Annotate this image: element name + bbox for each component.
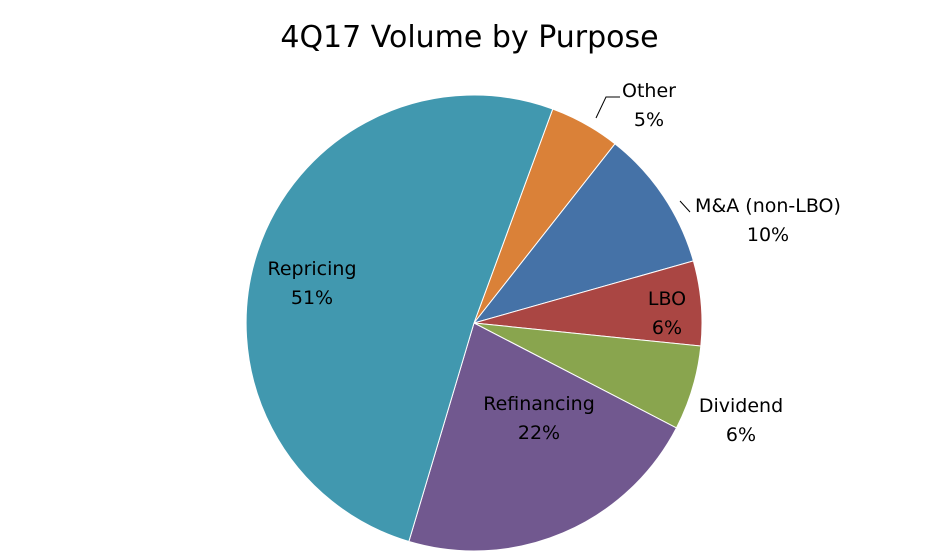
data-labels-layer: Other 5% M&A (non-LBO) 10% LBO 6% Dividend 6% Re…	[267, 80, 840, 446]
leader-lines-layer	[595, 96, 691, 213]
data-label-category: Repricing	[267, 258, 356, 280]
data-label-percent: 5%	[634, 109, 664, 131]
slices-layer	[245, 94, 703, 552]
leader-line-other	[595, 96, 620, 119]
data-label-lbo: LBO 6%	[648, 288, 686, 339]
data-label-category: Refinancing	[483, 393, 595, 415]
data-label-refinancing: Refinancing 22%	[483, 393, 595, 444]
data-label-percent: 10%	[747, 224, 789, 246]
chart-title: 4Q17 Volume by Purpose	[280, 20, 659, 55]
pie-slice-m-a-non-lbo	[472, 143, 695, 324]
data-label-category: Dividend	[699, 395, 783, 417]
data-label-percent: 6%	[726, 424, 756, 446]
pie-slice-repricing	[245, 94, 554, 543]
data-label-other: Other 5%	[622, 80, 676, 131]
data-label-repricing: Repricing 51%	[267, 258, 356, 309]
data-label-m-a-non-lbo: M&A (non-LBO) 10%	[695, 195, 841, 246]
data-label-category: Other	[622, 80, 676, 102]
leader-line-m-a-non-lbo	[679, 200, 691, 213]
data-label-category: M&A (non-LBO)	[695, 195, 841, 217]
data-label-percent: 22%	[518, 422, 560, 444]
data-label-dividend: Dividend 6%	[699, 395, 783, 446]
data-label-percent: 51%	[291, 287, 333, 309]
pie-slice-refinancing	[408, 322, 678, 552]
data-label-category: LBO	[648, 288, 686, 310]
data-label-percent: 6%	[652, 317, 682, 339]
